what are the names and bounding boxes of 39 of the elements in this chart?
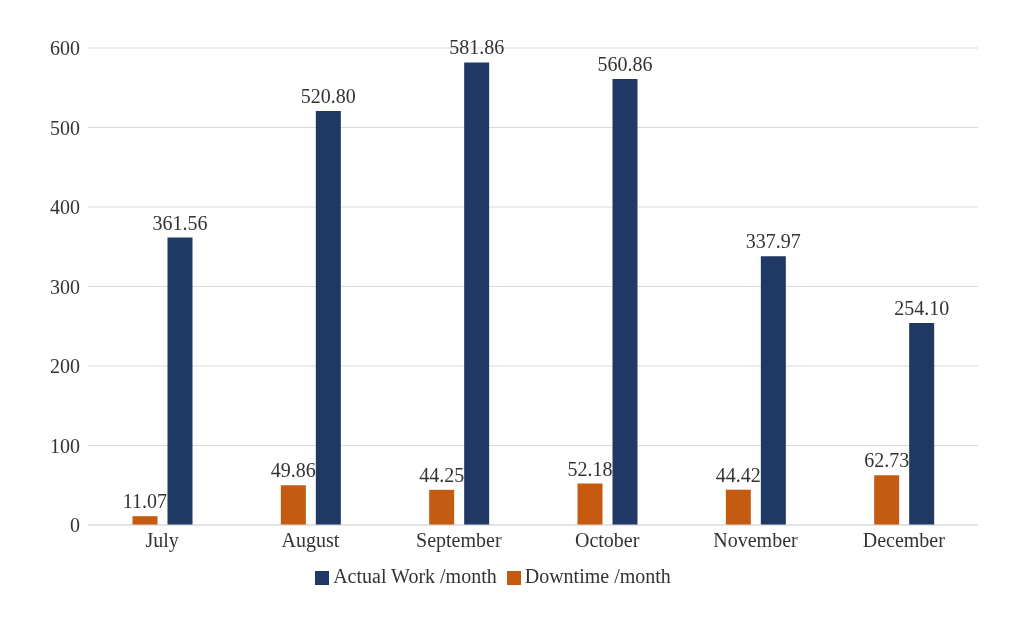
bar [132, 516, 158, 525]
bar [874, 475, 900, 525]
data-label: 49.86 [270, 459, 316, 482]
x-tick-label: October [574, 529, 640, 552]
bar [760, 256, 786, 525]
bar [464, 62, 490, 525]
bar [280, 485, 306, 525]
data-label: 560.86 [597, 53, 653, 76]
bar [167, 237, 193, 525]
bar [612, 79, 638, 525]
bar [577, 483, 603, 525]
data-label: 62.73 [864, 449, 910, 472]
y-tick-label: 500 [50, 116, 80, 139]
y-tick-label: 200 [50, 355, 80, 378]
bar [909, 322, 935, 525]
data-label: 337.97 [745, 230, 801, 253]
y-tick-label: 100 [50, 434, 80, 457]
data-label: 44.42 [715, 463, 761, 486]
data-label: 581.86 [449, 36, 505, 59]
data-label: 254.10 [894, 296, 950, 319]
y-tick-label: 600 [50, 37, 80, 60]
y-tick-label: 300 [50, 275, 80, 298]
data-label: 44.25 [419, 463, 465, 486]
data-label: 52.18 [567, 457, 613, 480]
x-tick-label: November [713, 529, 799, 552]
y-tick-label: 0 [70, 514, 80, 537]
x-tick-label: December [862, 529, 946, 552]
data-label: 11.07 [122, 490, 168, 513]
data-label: 361.56 [152, 211, 208, 234]
bar [315, 110, 341, 525]
x-tick-label: July [145, 529, 179, 553]
x-tick-label: August [281, 529, 340, 553]
bar [429, 489, 455, 525]
x-tick-label: September [416, 529, 502, 553]
y-tick-label: 400 [50, 196, 80, 219]
legend-label: Downtime /month [524, 565, 671, 587]
legend-label: Actual Work /month [333, 565, 497, 587]
bar [725, 489, 751, 525]
data-label: 520.80 [300, 84, 356, 107]
